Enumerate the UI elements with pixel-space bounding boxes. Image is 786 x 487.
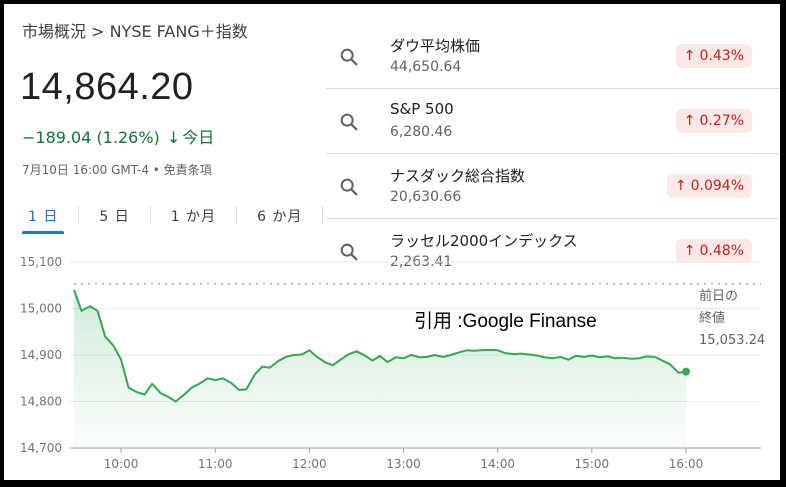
y-tick-label: 14,800 — [20, 395, 62, 409]
change-badge: ↑ 0.27% — [675, 109, 752, 133]
y-tick-label: 15,100 — [20, 255, 62, 269]
arrow-up-icon: ↑ — [683, 113, 696, 129]
previous-close-value: 15,053.24 — [699, 333, 766, 348]
tab-divider — [322, 206, 324, 224]
related-item-dow[interactable]: ダウ平均株価 44,650.64 ↑ 0.43% — [326, 24, 780, 89]
change-badge: ↑ 0.094% — [666, 174, 752, 198]
search-icon — [340, 243, 358, 261]
badge-value: 0.094% — [690, 178, 744, 194]
related-name: ナスダック総合指数 — [390, 167, 526, 185]
tab-1-day[interactable]: 1 日 — [18, 202, 68, 234]
x-tick-label: 11:00 — [198, 457, 233, 471]
change-badge: ↑ 0.48% — [675, 239, 752, 263]
price-chart[interactable]: 15,100 15,000 14,900 14,800 14,700 10:00 11:0… — [4, 244, 780, 480]
previous-close-label-2: 終値 — [699, 311, 726, 326]
arrow-up-icon: ↑ — [674, 178, 687, 194]
related-item-sp500[interactable]: S&P 500 6,280.46 ↑ 0.27% — [326, 89, 780, 154]
related-indices: ダウ平均株価 44,650.64 ↑ 0.43% S&P 500 6,280.46… — [326, 24, 780, 283]
finance-panel: 市場概況 > NYSE FANG＋指数 14,864.20 −189.04 (1… — [4, 4, 780, 480]
related-item-russell[interactable]: ラッセル2000インデックス 2,263.41 ↑ 0.48% — [326, 219, 780, 283]
x-tick-label: 13:00 — [386, 457, 421, 471]
y-tick-label: 14,900 — [20, 348, 62, 362]
search-icon — [340, 113, 358, 131]
related-name: ダウ平均株価 — [390, 37, 481, 55]
x-tick-label: 14:00 — [480, 457, 515, 471]
arrow-up-icon: ↑ — [683, 243, 696, 259]
x-axis: 10:00 11:00 12:00 13:00 14:00 15:00 16:00 — [104, 448, 704, 471]
previous-close: 前日の 終値 15,053.24 — [699, 286, 765, 352]
badge-value: 0.43% — [699, 48, 744, 64]
tab-divider — [236, 206, 238, 224]
y-tick-label: 14,700 — [20, 441, 62, 455]
timestamp: 7月10日 16:00 GMT-4 • 免責条項 — [22, 163, 212, 177]
y-axis: 15,100 15,000 14,900 14,800 14,700 — [20, 255, 62, 455]
previous-close-label: 前日の — [699, 289, 739, 304]
change-period: 今日 — [182, 128, 215, 147]
related-value: 44,650.64 — [390, 59, 462, 75]
related-name: S&P 500 — [390, 100, 454, 118]
breadcrumb[interactable]: 市場概況 > NYSE FANG＋指数 — [22, 22, 248, 41]
arrow-down-icon: ↓ — [166, 128, 181, 147]
last-price-dot — [682, 367, 690, 376]
x-tick-label: 15:00 — [575, 457, 610, 471]
price-line — [73, 289, 687, 403]
tab-divider — [149, 206, 151, 224]
x-tick-label: 10:00 — [104, 457, 139, 471]
change-value: −189.04 (1.26%) — [22, 128, 160, 147]
search-icon — [340, 178, 358, 196]
tab-6-month[interactable]: 6 か月 — [257, 209, 303, 225]
tab-divider — [78, 206, 80, 224]
change-badge: ↑ 0.43% — [675, 44, 752, 68]
source-watermark: 引用 :Google Finanse — [414, 311, 597, 332]
related-value: 20,630.66 — [390, 189, 462, 205]
y-tick-label: 15,000 — [20, 302, 62, 316]
x-tick-label: 16:00 — [669, 457, 704, 471]
price-change: −189.04 (1.26%) ↓ 今日 — [22, 124, 214, 148]
x-tick-label: 12:00 — [292, 457, 327, 471]
badge-value: 0.27% — [699, 113, 744, 129]
badge-value: 0.48% — [699, 243, 744, 259]
related-name: ラッセル2000インデックス — [390, 232, 578, 250]
arrow-up-icon: ↑ — [683, 48, 696, 64]
related-item-nasdaq[interactable]: ナスダック総合指数 20,630.66 ↑ 0.094% — [326, 154, 780, 219]
price-area — [74, 289, 686, 448]
current-price: 14,864.20 — [20, 66, 194, 108]
range-tabs: 1 日 5 日 1 か月 6 か月 — [18, 202, 333, 234]
tab-5-day[interactable]: 5 日 — [99, 209, 130, 225]
search-icon — [340, 48, 358, 66]
related-value: 6,280.46 — [390, 124, 453, 140]
tab-1-month[interactable]: 1 か月 — [170, 209, 217, 225]
